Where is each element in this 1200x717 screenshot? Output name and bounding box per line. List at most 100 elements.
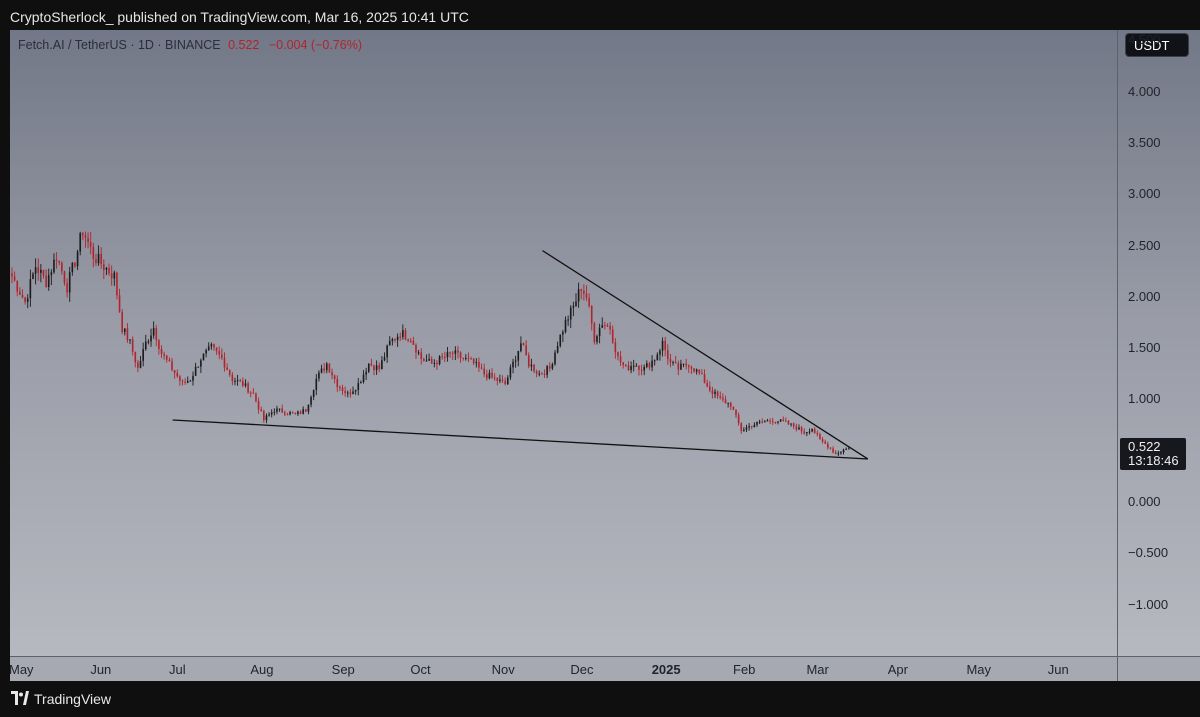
candle-down [724,399,727,404]
candle-up [651,360,653,368]
candle-down [331,372,333,376]
candle-down [341,387,344,392]
candle-up [840,452,842,454]
candle-down [323,368,325,371]
candle-up [200,360,202,367]
candle-down [61,262,63,272]
candle-down [19,291,21,295]
candle-down [541,373,543,375]
candle-up [302,409,304,414]
footer-brand: TradingView [34,691,112,707]
candle-down [701,373,703,375]
candle-down [535,371,538,374]
candle-up [383,357,386,361]
candle-up [764,421,766,423]
candle-down [472,358,475,364]
candle-down [719,396,722,398]
candle-down [585,293,588,298]
candle-down [467,357,470,359]
candle-down [45,275,47,288]
candle-down [158,340,160,349]
candle-down [708,386,711,391]
candle-up [727,402,729,404]
currency-button[interactable]: USDT [1125,33,1189,57]
candle-up [779,419,782,422]
upper-trendline[interactable] [542,250,869,460]
candle-up [325,363,328,371]
candle-down [803,431,806,434]
candle-up [506,377,509,385]
candle-down [223,357,226,368]
candle-down [769,420,771,422]
candle-down [336,379,339,388]
last-price-tag: 0.522 13:18:46 [1120,438,1186,471]
candle-down [215,347,218,352]
candle-down [404,330,407,340]
candle-down [693,368,695,372]
candle-down [548,366,551,369]
chart-pane[interactable]: Fetch.AI / TetherUS · 1D · BINANCE 0.522… [10,30,1117,656]
x-tick-label: Oct [410,662,431,677]
candle-up [139,360,142,368]
candle-up [278,408,281,410]
candle-up [748,426,750,428]
x-tick-label: May [10,662,34,677]
candle-down [813,428,816,433]
candle-down [590,305,593,324]
candle-down [134,351,137,363]
candle-up [714,391,716,395]
candle-down [226,367,228,371]
candle-up [433,362,436,364]
candle-down [165,355,168,360]
time-axis[interactable]: May Jun Jul Aug Sep Oct Nov Dec 2025 Feb Mar Apr May… [10,656,1117,682]
candle-down [16,280,19,292]
candle-down [281,408,284,413]
candle-up [556,346,559,353]
candle-down [638,365,640,370]
x-tick-label: Jun [90,662,112,677]
y-tick-label: −1.000 [1128,596,1169,612]
candle-down [179,376,181,381]
candle-down [409,340,412,342]
candle-up [575,301,577,306]
publish-header: CryptoSherlock_ published on TradingView… [0,0,1200,30]
candle-up [396,336,399,341]
candle-up [572,305,575,308]
candle-down [609,325,611,330]
candle-down [137,362,139,368]
candle-up [777,421,779,423]
candle-up [417,352,420,354]
candle-down [74,262,76,267]
x-tick-label: Mar [806,662,829,677]
candle-down [328,363,331,373]
candle-down [168,359,171,362]
price-scale[interactable]: USDT 4.500 4.000 3.500 3.000 2.500 2.000 1.500… [1117,30,1200,656]
candle-up [105,267,108,270]
candle-up [318,372,320,379]
candle-down [666,349,669,360]
candle-down [480,367,483,369]
price-chart[interactable] [10,30,1117,656]
x-tick-label: Sep [331,662,355,677]
candle-down [378,365,381,370]
candle-up [354,390,357,392]
candle-up [53,259,55,273]
candle-down [533,364,535,372]
candle-down [698,369,701,374]
candle-down [116,272,118,296]
countdown-timer: 13:18:46 [1128,453,1179,469]
candle-down [832,448,834,453]
candle-down [242,381,244,386]
candle-down [291,412,294,414]
candle-up [598,327,601,337]
candle-down [95,259,97,264]
tradingview-logo-icon [11,691,29,705]
x-tick-label: Dec [570,662,594,677]
legend-price: 0.522 [228,38,260,52]
y-tick-label: 1.000 [1128,391,1161,407]
candle-up [402,330,404,338]
candle-up [425,360,428,362]
candle-up [207,346,210,351]
lower-trendline[interactable] [172,419,868,460]
candle-down [420,352,423,359]
